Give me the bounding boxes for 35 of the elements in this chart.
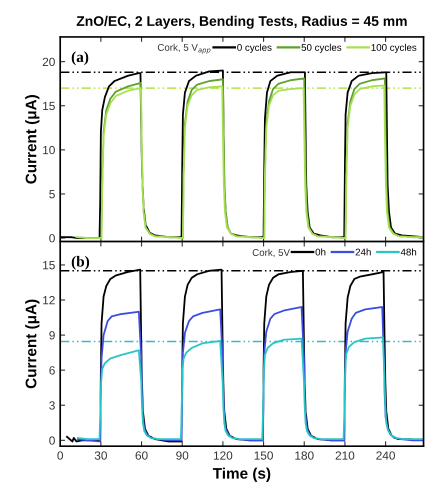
y-tick-label: 12 [43, 296, 55, 304]
x-axis-title: Time (s) [212, 468, 270, 482]
x-tick-label: 150 [254, 451, 273, 460]
y-tick-label: 9 [49, 331, 55, 340]
y-tick-label: 15 [43, 261, 55, 270]
legend-label: 24h [356, 248, 371, 256]
legend-label: 0 cycles [237, 44, 272, 53]
annotation: (a) [72, 51, 88, 66]
y-axis-title: Current (μA) [25, 95, 40, 184]
legend-title: Cork, 5V [252, 248, 290, 258]
legend-title: Cork, 5 V$_{app}$ [158, 44, 210, 54]
x-tick-label: 0 [57, 451, 64, 460]
legend-label: 0h [316, 248, 326, 256]
y-axis-title: Current (μA) [25, 300, 40, 388]
annotation: (b) [72, 256, 90, 270]
x-tick-label: 60 [136, 451, 148, 460]
chart-title: ZnO/EC, 2 Layers, Bending Tests, Radius = 45 mm [76, 16, 407, 29]
legend-label: 50 cycles [302, 44, 342, 53]
y-tick-label: 10 [43, 146, 55, 154]
legend-label: 48h [400, 248, 416, 256]
y-tick-label: 6 [49, 366, 55, 375]
y-tick-label: 15 [43, 102, 55, 110]
y-tick-label: 0 [49, 234, 55, 242]
x-tick-label: 120 [214, 451, 232, 460]
x-tick-label: 240 [376, 451, 395, 460]
y-tick-label: 5 [49, 190, 55, 198]
y-tick-label: 20 [42, 58, 55, 66]
x-tick-label: 30 [94, 451, 107, 460]
x-tick-label: 180 [295, 451, 314, 460]
y-tick-label: 0 [49, 436, 55, 445]
line-series [76, 306, 424, 442]
legend-label: 100 cycles [372, 44, 416, 53]
y-tick-label: 3 [49, 401, 55, 410]
x-tick-label: 210 [336, 451, 354, 460]
x-tick-label: 90 [176, 451, 188, 460]
